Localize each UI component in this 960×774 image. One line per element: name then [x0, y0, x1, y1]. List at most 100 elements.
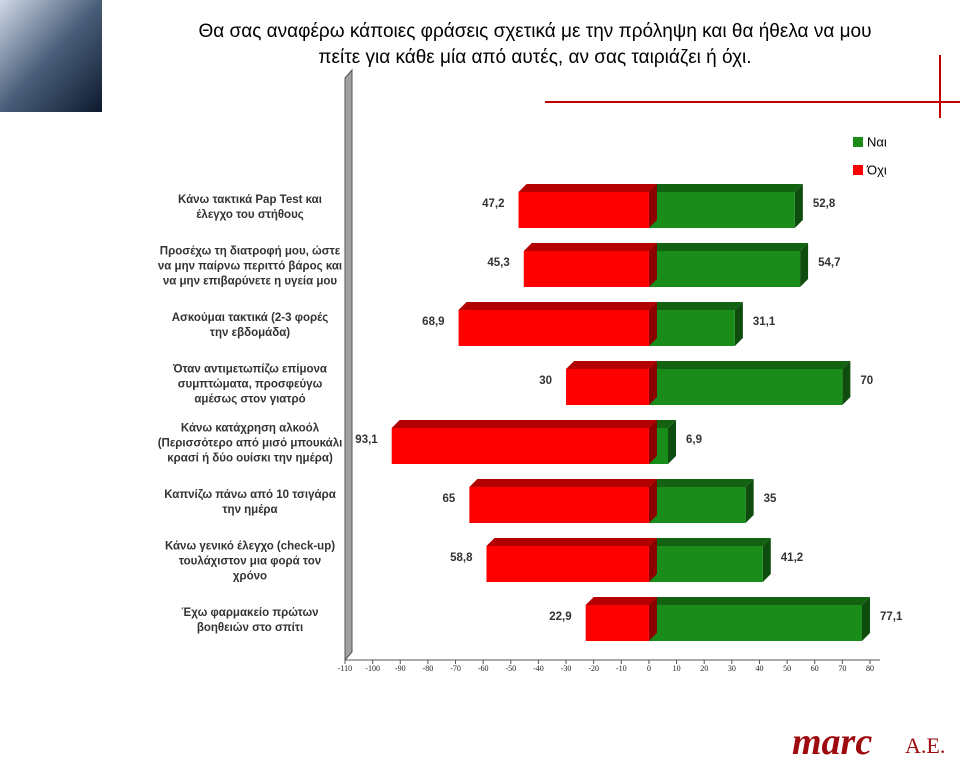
x-tick-label: -40 [533, 664, 544, 673]
bar [648, 369, 843, 405]
value-label: 6,9 [686, 434, 702, 446]
bar [648, 251, 801, 287]
value-label: 54,7 [818, 257, 840, 269]
bar-top [469, 479, 657, 487]
category-label: Κάνω τακτικά Pap Test και έλεγχο του στή… [178, 194, 322, 221]
x-tick-label: 50 [783, 664, 791, 673]
legend-label: Ναι [867, 134, 887, 149]
bar-side [648, 479, 657, 523]
bar [458, 310, 649, 346]
bar-top [648, 538, 771, 546]
bar-side [648, 361, 657, 405]
bar [585, 605, 649, 641]
value-label: 93,1 [355, 434, 378, 446]
bar [391, 428, 649, 464]
value-label: 45,3 [487, 257, 509, 269]
value-label: 68,9 [422, 316, 444, 328]
legend-swatch [853, 137, 863, 147]
x-tick-label: 30 [728, 664, 736, 673]
bar-top [648, 479, 754, 487]
bar-top [648, 597, 870, 605]
value-label: 41,2 [781, 552, 803, 564]
value-label: 70 [860, 375, 873, 387]
x-tick-label: 40 [755, 664, 763, 673]
value-label: 58,8 [450, 552, 473, 564]
value-label: 30 [539, 375, 552, 387]
bar [486, 546, 649, 582]
bar-top [458, 302, 657, 310]
title: πείτε για κάθε μία από αυτές, αν σας ται… [318, 47, 752, 68]
bar-side [648, 597, 657, 641]
legend-swatch [853, 165, 863, 175]
x-tick-label: 80 [866, 664, 874, 673]
bar [523, 251, 649, 287]
bar-top [648, 243, 809, 251]
bar-top [523, 243, 657, 251]
x-tick-label: 60 [811, 664, 819, 673]
x-tick-label: -10 [616, 664, 627, 673]
value-label: 47,2 [482, 198, 504, 210]
x-tick-label: -90 [395, 664, 406, 673]
bar-top [648, 184, 803, 192]
bar-side [745, 479, 754, 523]
x-tick-label: -100 [365, 664, 380, 673]
bar-side [861, 597, 870, 641]
bar-side [648, 420, 657, 464]
x-tick-label: -110 [338, 664, 352, 673]
category-label: Έχω φαρμακείο πρώτων βοηθειών στο σπίτι [181, 607, 319, 634]
bar-side [648, 302, 657, 346]
bar-top [486, 538, 657, 546]
bar-side [648, 243, 657, 287]
value-label: 22,9 [549, 611, 571, 623]
bar [566, 369, 649, 405]
bar-side [794, 184, 803, 228]
bar [648, 487, 746, 523]
title: Θα σας αναφέρω κάποιες φράσεις σχετικά μ… [198, 21, 872, 42]
x-tick-label: -30 [561, 664, 572, 673]
wall [344, 68, 353, 662]
value-label: 65 [443, 493, 456, 505]
bar [648, 192, 795, 228]
bar-side [648, 538, 657, 582]
x-tick-label: -70 [450, 664, 461, 673]
bar-side [668, 420, 677, 464]
bar-side [800, 243, 809, 287]
bar-top [518, 184, 657, 192]
value-label: 77,1 [880, 611, 903, 623]
value-label: 31,1 [753, 316, 776, 328]
x-tick-label: 70 [838, 664, 846, 673]
bar-top [648, 361, 851, 369]
bar [648, 546, 763, 582]
legend-label: Όχι [866, 162, 887, 177]
x-tick-label: -60 [478, 664, 489, 673]
bar-side [734, 302, 743, 346]
brand: marc [792, 721, 873, 763]
category-label: Προσέχω τη διατροφή μου, ώστε να μην παί… [157, 245, 343, 288]
bar [648, 310, 735, 346]
x-tick-label: 10 [673, 664, 681, 673]
bar-top [585, 597, 657, 605]
category-label: Καπνίζω πάνω από 10 τσιγάρα την ημέρα [164, 489, 336, 516]
x-tick-label: -80 [423, 664, 434, 673]
bar-top [648, 302, 743, 310]
x-tick-label: -50 [505, 664, 516, 673]
x-tick-label: 20 [700, 664, 708, 673]
brand-suffix: A.E. [905, 733, 946, 758]
category-label: Κάνω κατάχρηση αλκοόλ (Περισσότερο από μ… [157, 422, 343, 465]
bar-side [842, 361, 851, 405]
x-tick-label: -20 [588, 664, 599, 673]
value-label: 35 [764, 493, 777, 505]
category-label: Κάνω γενικό έλεγχο (check-up) τουλάχιστο… [164, 540, 336, 583]
bar [469, 487, 649, 523]
category-label: Όταν αντιμετωπίζω επίμονα συμπτώματα, πρ… [173, 363, 327, 406]
bar [518, 192, 649, 228]
value-label: 52,8 [813, 198, 836, 210]
bar-top [566, 361, 657, 369]
category-label: Ασκούμαι τακτικά (2-3 φορές την εβδομάδα… [171, 312, 329, 339]
x-tick-label: 0 [647, 664, 651, 673]
bar-top [391, 420, 657, 428]
bar-side [762, 538, 771, 582]
bar [648, 605, 862, 641]
